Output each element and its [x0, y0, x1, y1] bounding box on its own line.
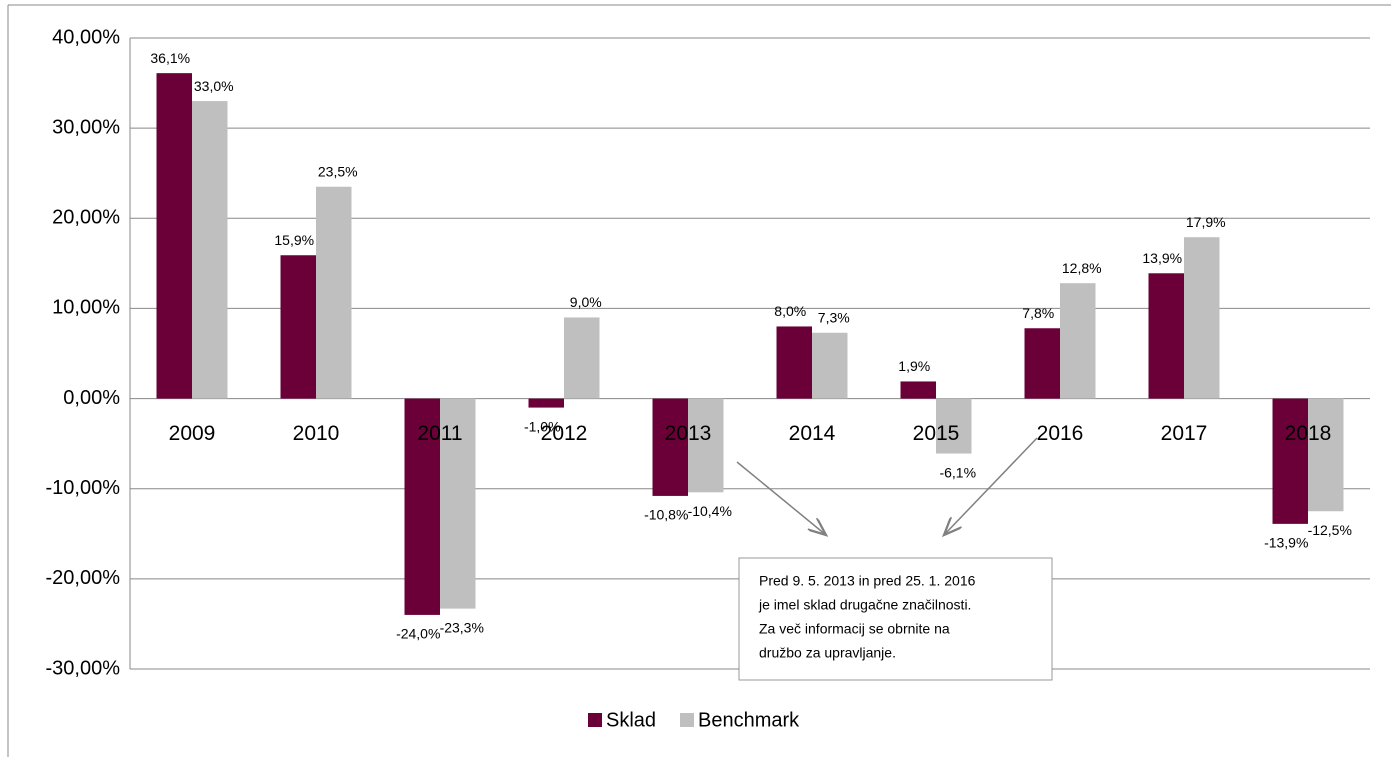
- bar: [156, 73, 192, 399]
- y-tick-label: 30,00%: [52, 116, 120, 138]
- annotation-box: [738, 557, 1053, 681]
- x-tick-label: 2018: [1285, 422, 1332, 445]
- value-label: 13,9%: [1142, 250, 1182, 266]
- bar: [440, 398, 476, 609]
- value-label: 7,8%: [1022, 305, 1054, 321]
- bar: [1308, 398, 1344, 512]
- value-label: 7,3%: [818, 309, 850, 325]
- bar: [1148, 273, 1184, 399]
- bar: [316, 186, 352, 399]
- bar: [688, 398, 724, 493]
- value-label: 8,0%: [774, 303, 806, 319]
- x-tick-label: 2010: [293, 422, 340, 445]
- legend-swatch: [680, 713, 695, 727]
- annotation-text: Za več informacij se obrnite na: [759, 621, 950, 637]
- bar: [192, 101, 228, 399]
- value-label: 17,9%: [1186, 214, 1226, 230]
- annotation-arrow: [944, 437, 1038, 535]
- annotation-arrow: [736, 461, 826, 535]
- bar: [404, 398, 440, 615]
- value-label: 1,9%: [898, 358, 930, 374]
- x-tick-label: 2015: [913, 422, 960, 445]
- bar: [1272, 398, 1308, 524]
- value-label: 12,8%: [1062, 260, 1102, 276]
- value-label: 33,0%: [194, 78, 234, 94]
- bar: [652, 398, 688, 496]
- annotation-text: Pred 9. 5. 2013 in pred 25. 1. 2016: [759, 573, 976, 589]
- bar: [1060, 283, 1096, 399]
- bar: [812, 332, 848, 399]
- annotation-text: je imel sklad drugačne značilnosti.: [758, 597, 971, 613]
- y-tick-label: -10,00%: [46, 477, 121, 499]
- y-tick-label: -30,00%: [46, 657, 121, 679]
- value-label: -10,4%: [688, 503, 732, 519]
- x-tick-label: 2009: [169, 422, 216, 445]
- value-label: -12,5%: [1308, 522, 1352, 538]
- bar: [900, 381, 936, 399]
- value-label: -24,0%: [396, 626, 440, 642]
- bar: [936, 398, 972, 454]
- bar: [776, 326, 812, 399]
- bar: [564, 317, 600, 399]
- value-label: -10,8%: [644, 507, 688, 523]
- value-label: -13,9%: [1264, 535, 1308, 551]
- bar: [280, 255, 316, 399]
- y-tick-label: 0,00%: [63, 387, 120, 409]
- y-tick-label: 40,00%: [52, 26, 120, 48]
- x-tick-label: 2011: [417, 422, 462, 445]
- bar: [528, 398, 564, 408]
- value-label: 36,1%: [150, 50, 190, 66]
- y-tick-label: 20,00%: [52, 207, 120, 229]
- legend-label: Sklad: [606, 709, 656, 731]
- value-label: -6,1%: [939, 464, 976, 480]
- value-label: 23,5%: [318, 163, 358, 179]
- x-tick-label: 2017: [1161, 422, 1208, 445]
- value-label: 9,0%: [570, 294, 602, 310]
- x-tick-label: 2014: [789, 422, 836, 445]
- value-label: -23,3%: [440, 619, 484, 635]
- value-label: 15,9%: [274, 232, 314, 248]
- x-tick-label: 2013: [665, 422, 712, 445]
- y-tick-label: -20,00%: [46, 567, 121, 589]
- x-tick-label: 2012: [541, 422, 588, 445]
- bar: [1024, 328, 1060, 399]
- bar: [1184, 237, 1220, 399]
- x-tick-label: 2016: [1037, 422, 1084, 445]
- annotation-text: družbo za upravljanje.: [759, 645, 896, 661]
- value-label: -1,0%: [524, 418, 561, 434]
- y-tick-label: 10,00%: [52, 297, 120, 319]
- legend-swatch: [588, 713, 602, 727]
- legend-label: Benchmark: [698, 709, 800, 731]
